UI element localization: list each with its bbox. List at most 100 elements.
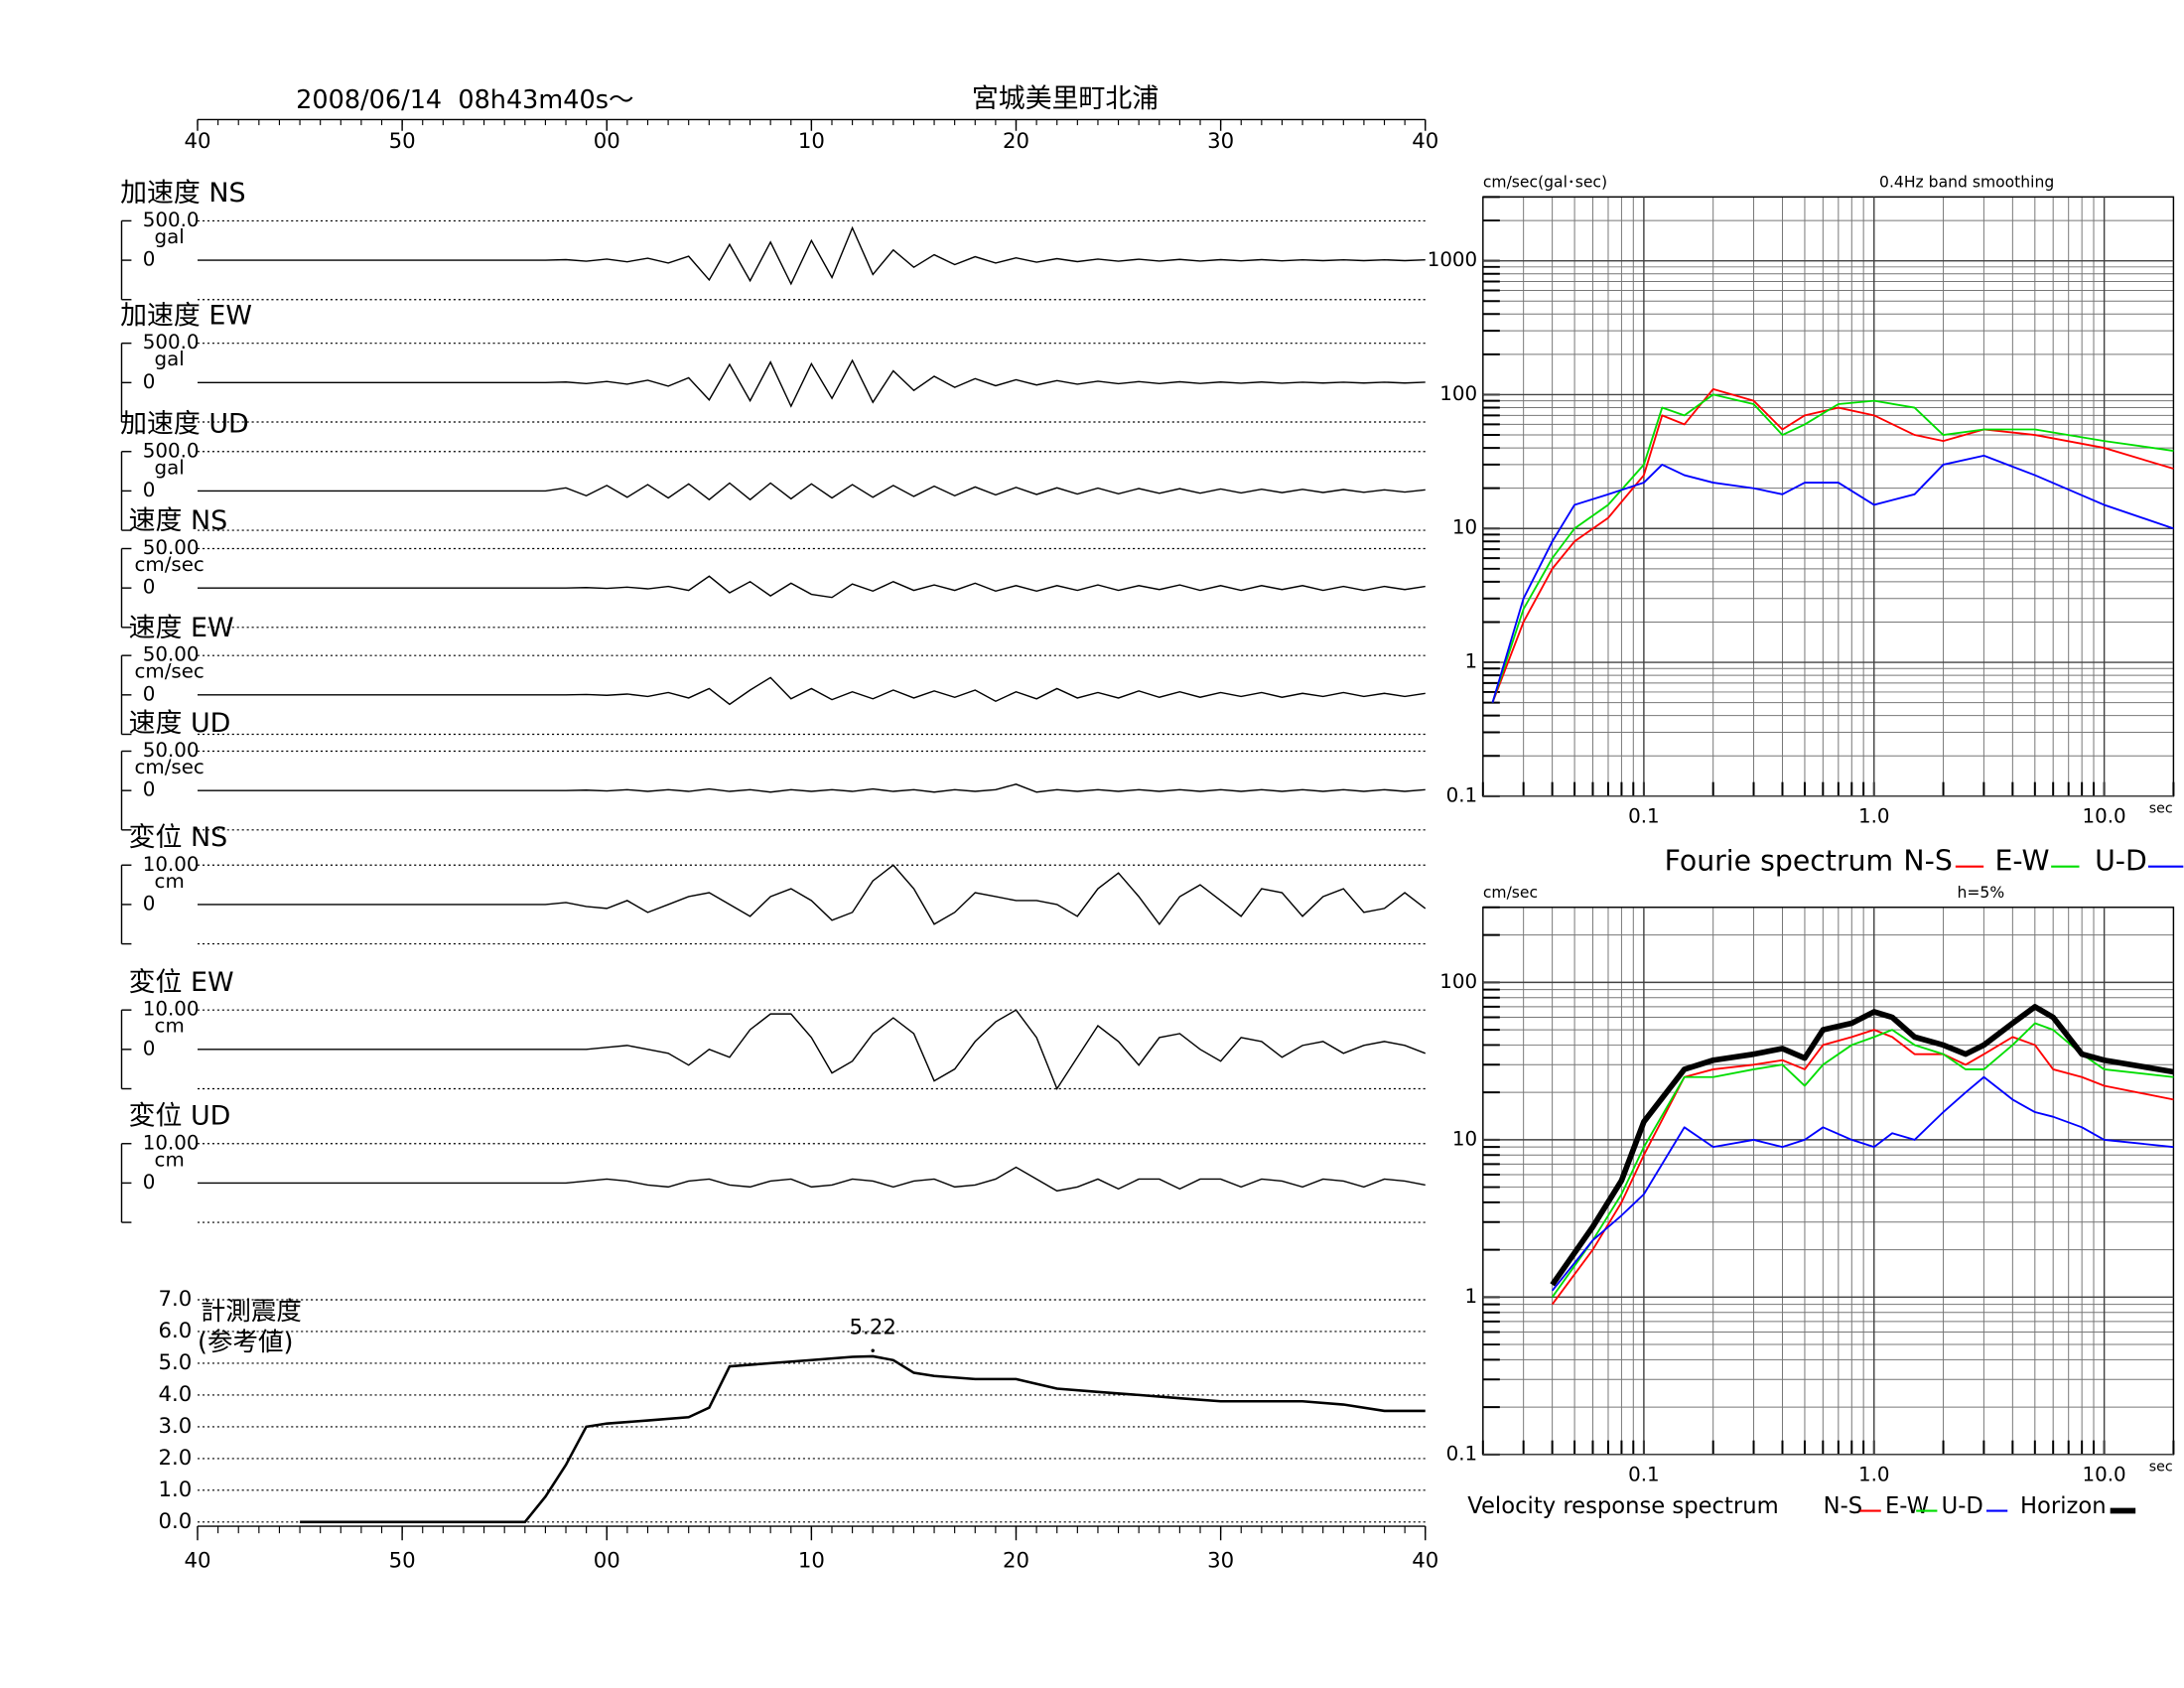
legend-label: U-D (2095, 844, 2147, 877)
x-tick-label: 00 (594, 129, 620, 154)
caption: Velocity response spectrum (1467, 1493, 1778, 1519)
y-tick-label: 50.00 (143, 536, 200, 559)
intensity-line (300, 1354, 1426, 1524)
y-tick-label: 0.1 (1446, 1442, 1478, 1465)
y-tick-label: 10 (1452, 516, 1477, 539)
note: 0.4Hz band smoothing (1879, 174, 2054, 192)
x-tick-label: 20 (1003, 1549, 1029, 1574)
panel-label: 変位 EW (129, 967, 234, 998)
x-tick-label: 1.0 (1858, 805, 1890, 828)
y-tick-label: 0 (143, 576, 156, 599)
station-title: 宮城美里町北浦 (972, 83, 1159, 114)
spectrum-line (1551, 1022, 2174, 1298)
y-tick-label: 100 (1439, 970, 1477, 993)
intensity-title: 計測震度 (201, 1297, 302, 1327)
x-tick-label: 0.1 (1628, 805, 1660, 828)
x-tick-label: 40 (1412, 129, 1438, 154)
waveform (198, 676, 1426, 706)
x-tick-label: 10 (798, 1549, 825, 1574)
y-tick-label: 0 (143, 370, 156, 393)
x-tick-label: 10 (798, 129, 825, 154)
waveform (198, 358, 1426, 408)
waveform (198, 1009, 1427, 1091)
legend-label: E-W (1995, 844, 2050, 877)
panel-label: 速度 EW (129, 613, 234, 643)
x-tick-label: 20 (1003, 129, 1029, 154)
unit-label: gal (155, 456, 185, 479)
y-tick-label: 100 (1439, 382, 1477, 405)
panel-label: 変位 UD (129, 1100, 231, 1131)
waveform (198, 783, 1426, 793)
panel-label: 加速度 UD (120, 408, 249, 439)
y-tick-label: 0 (143, 1037, 156, 1059)
unit-label: cm/sec (135, 756, 205, 778)
y-tick-label: 0.1 (1446, 783, 1478, 806)
waveform (198, 864, 1427, 925)
legend-label: Horizon (2020, 1493, 2107, 1519)
y-tick-label: 1 (1465, 650, 1478, 673)
y-tick-label: 0 (143, 682, 156, 705)
x-tick-label: 50 (389, 1549, 416, 1574)
unit-label: cm (155, 1015, 185, 1038)
spectrum-line (1491, 393, 2174, 703)
waveform (198, 575, 1426, 599)
y-tick-label: 7.0 (159, 1287, 193, 1312)
y-tick-label: 0 (143, 479, 156, 501)
x-tick-label: 10.0 (2083, 1464, 2126, 1486)
y-tick-label: 1000 (1428, 248, 1477, 271)
note: h=5% (1958, 884, 2005, 902)
spectrum-line (1491, 454, 2174, 703)
panel-label: 速度 UD (129, 708, 231, 739)
x-tick-label: 40 (1412, 1549, 1438, 1574)
unit-label: cm/sec (135, 553, 205, 576)
y-tick-label: 0 (143, 892, 156, 914)
y-tick-label: 50.00 (143, 739, 200, 762)
x-unit: sec (2149, 1460, 2173, 1476)
y-tick-label: 10.00 (143, 853, 200, 876)
x-tick-label: 50 (389, 129, 416, 154)
x-unit: sec (2149, 801, 2173, 817)
y-unit: cm/sec(gal･sec) (1483, 174, 1607, 192)
spectrum-line (1550, 1004, 2174, 1287)
y-tick-label: 500.0 (143, 209, 200, 231)
panel-label: 加速度 NS (120, 178, 245, 209)
waveform (198, 482, 1426, 501)
legend-label: U-D (1942, 1493, 1983, 1519)
y-tick-label: 0.0 (159, 1509, 193, 1534)
x-tick-label: 30 (1207, 1549, 1234, 1574)
record-time: 2008/06/14 08h43m40s〜 (296, 85, 633, 115)
caption: Fourie spectrum (1665, 844, 1894, 877)
y-tick-label: 2.0 (159, 1446, 193, 1471)
peak-dot (871, 1348, 875, 1352)
y-tick-label: 6.0 (159, 1319, 193, 1343)
peak-label: 5.22 (850, 1316, 896, 1340)
unit-label: cm/sec (135, 660, 205, 683)
spectrum-line (1551, 1029, 2174, 1306)
unit-label: gal (155, 348, 185, 370)
unit-label: cm (155, 870, 185, 893)
y-tick-label: 1.0 (159, 1477, 193, 1502)
panel-label: 速度 NS (129, 505, 228, 536)
y-unit: cm/sec (1483, 884, 1538, 902)
intensity-subtitle: (参考値) (198, 1328, 293, 1357)
x-tick-label: 10.0 (2083, 805, 2126, 828)
y-tick-label: 0 (143, 248, 156, 271)
spectrum-line (1551, 1075, 2174, 1292)
y-tick-label: 500.0 (143, 331, 200, 353)
y-tick-label: 4.0 (159, 1382, 193, 1407)
y-tick-label: 0 (143, 1171, 156, 1194)
y-tick-label: 10.00 (143, 998, 200, 1021)
y-tick-label: 5.0 (159, 1350, 193, 1375)
y-tick-label: 0 (143, 778, 156, 801)
x-tick-label: 0.1 (1628, 1464, 1660, 1486)
y-tick-label: 500.0 (143, 439, 200, 462)
waveform (198, 1166, 1426, 1193)
legend-label: E-W (1885, 1493, 1929, 1519)
panel-label: 変位 NS (129, 822, 228, 853)
unit-label: cm (155, 1148, 185, 1171)
y-tick-label: 3.0 (159, 1414, 193, 1439)
legend-label: N-S (1903, 844, 1952, 877)
unit-label: gal (155, 225, 185, 248)
